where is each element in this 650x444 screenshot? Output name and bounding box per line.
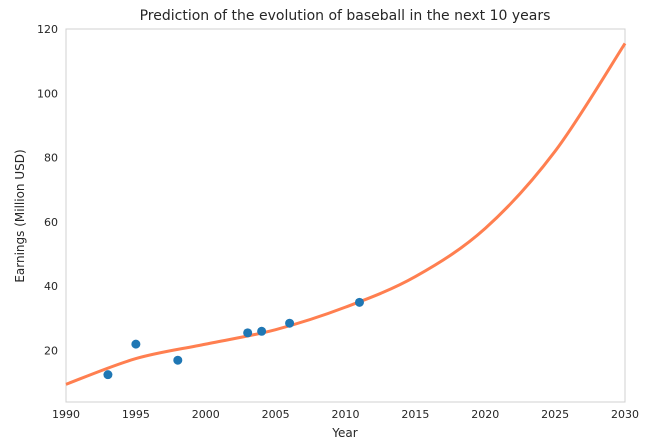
plot-area bbox=[65, 28, 626, 403]
y-tick-label: 80 bbox=[44, 152, 58, 165]
x-tick-label: 1995 bbox=[122, 408, 150, 421]
x-tick-label: 2030 bbox=[611, 408, 639, 421]
x-tick-label: 2000 bbox=[192, 408, 220, 421]
data-point bbox=[243, 328, 253, 338]
y-tick-label: 120 bbox=[37, 23, 58, 36]
series-layer bbox=[65, 42, 627, 386]
x-tick-label: 1990 bbox=[52, 408, 80, 421]
chart-title: Prediction of the evolution of baseball … bbox=[140, 8, 551, 24]
y-tick-label: 40 bbox=[44, 280, 58, 293]
data-point bbox=[131, 339, 141, 349]
x-tick-label: 2010 bbox=[332, 408, 360, 421]
x-tick-label: 2005 bbox=[262, 408, 290, 421]
y-tick-labels: 20 40 60 80 100 120 bbox=[37, 23, 58, 358]
y-tick-label: 60 bbox=[44, 216, 58, 229]
y-axis-label: Earnings (Million USD) bbox=[13, 149, 27, 282]
data-point bbox=[173, 355, 183, 365]
x-axis-label: Year bbox=[331, 426, 357, 440]
data-point bbox=[257, 326, 267, 336]
x-tick-label: 2020 bbox=[471, 408, 499, 421]
data-point bbox=[103, 370, 113, 380]
y-tick-label: 100 bbox=[37, 87, 58, 100]
y-tick-label: 20 bbox=[44, 345, 58, 358]
data-point bbox=[354, 297, 364, 307]
data-point bbox=[285, 318, 295, 328]
x-tick-label: 2015 bbox=[401, 408, 429, 421]
x-tick-labels: 1990 1995 2000 2005 2010 2015 2020 2025 2030 bbox=[52, 408, 639, 421]
x-tick-label: 2025 bbox=[541, 408, 569, 421]
